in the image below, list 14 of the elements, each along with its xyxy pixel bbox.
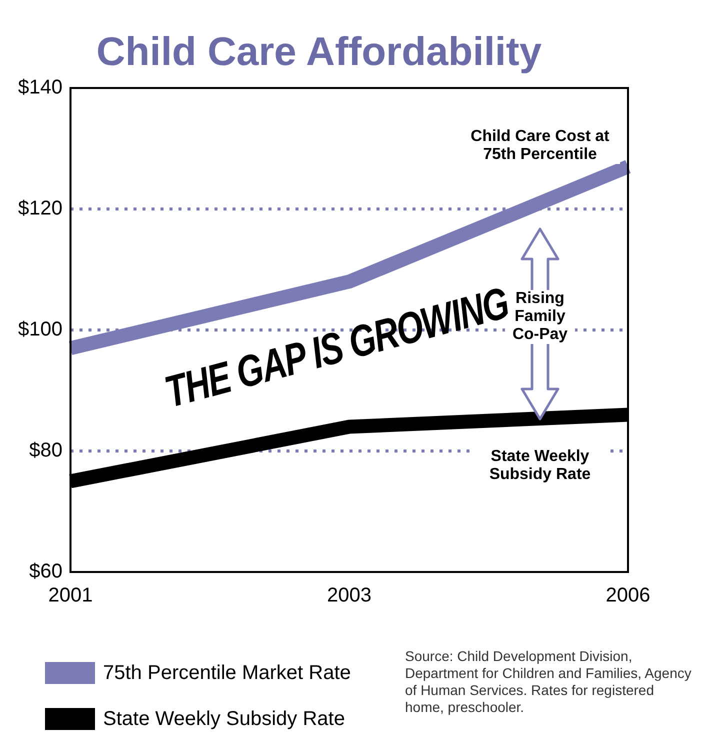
- y-tick-label: $80: [29, 440, 62, 462]
- x-tick-label: 2003: [326, 584, 372, 607]
- x-tick-label: 2001: [48, 584, 93, 607]
- x-tick-label: 2006: [606, 584, 650, 607]
- chart-title: Child Care Affordability: [96, 30, 542, 74]
- legend-label: State Weekly Subsidy Rate: [103, 708, 345, 730]
- y-tick-label: $140: [18, 76, 62, 99]
- y-tick-label: $100: [18, 318, 62, 341]
- y-tick-label: $60: [29, 560, 62, 583]
- annotation: Child Care Cost at 75th Percentile: [460, 128, 620, 164]
- legend-label: 75th Percentile Market Rate: [103, 662, 351, 684]
- annotation: State Weekly Subsidy Rate: [470, 448, 610, 484]
- y-tick-label: $120: [18, 198, 62, 220]
- source-note: Source: Child Development Division, Department for Children and Families, Agency of Human Services. Rates for registered home, preschooler.: [405, 648, 692, 716]
